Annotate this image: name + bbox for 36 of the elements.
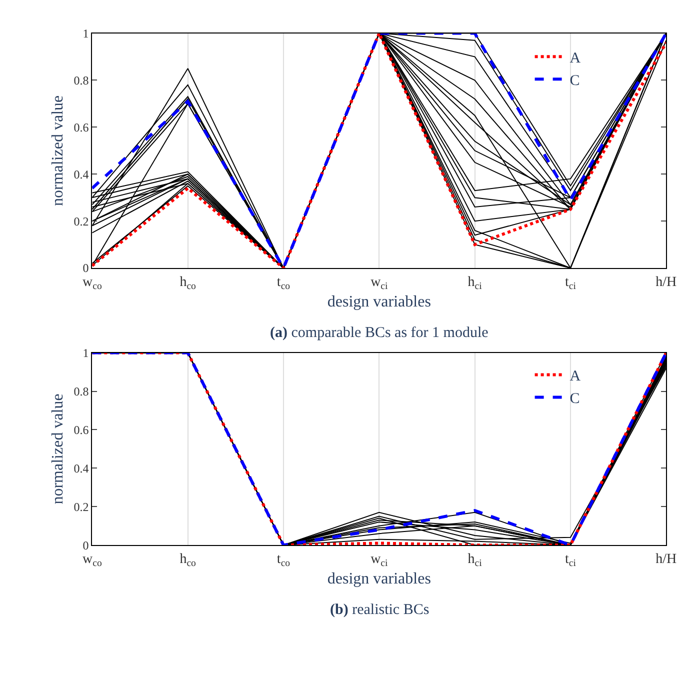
x-tick-label: t$_{co}$: [276, 274, 290, 292]
text: (a) comparable BCs as for 1 module: [270, 325, 489, 341]
y-tick-label: 1: [82, 26, 89, 40]
y-tick-label: 0.6: [74, 422, 89, 437]
y-axis-title: normalized value: [50, 95, 67, 206]
y-tick-label: 0: [82, 261, 89, 276]
x-tick-label: t$_{ci}$: [565, 552, 576, 569]
x-tick-label: h$_{ci}$: [468, 552, 482, 569]
y-tick-label: 0: [82, 538, 89, 552]
x-tick-label: w$_{co}$: [82, 552, 102, 569]
legend-label: A: [570, 368, 581, 385]
x-axis-title: design variables: [327, 293, 431, 310]
x-tick-label: h/H: [656, 274, 677, 290]
x-tick-label: t$_{ci}$: [565, 274, 576, 292]
y-tick-label: 0.8: [74, 73, 89, 88]
x-tick-label: w$_{ci}$: [370, 274, 388, 292]
text: (b) realistic BCs: [330, 602, 430, 618]
x-axis-title: design variables: [327, 570, 431, 588]
y-tick-label: 0.8: [74, 384, 89, 398]
x-tick-label: h$_{co}$: [180, 274, 196, 292]
x-tick-label: t$_{co}$: [276, 552, 290, 569]
x-tick-label: h/H: [656, 552, 677, 567]
y-tick-label: 0.6: [74, 120, 89, 134]
legend-label: C: [570, 391, 580, 408]
x-tick-label: h$_{ci}$: [468, 274, 482, 292]
y-axis-title: normalized value: [50, 394, 67, 504]
y-tick-label: 1: [82, 346, 89, 360]
y-tick-label: 0.2: [74, 500, 89, 514]
x-tick-label: w$_{ci}$: [370, 552, 388, 569]
legend-label: A: [570, 50, 581, 66]
x-tick-label: h$_{co}$: [180, 552, 196, 569]
y-tick-label: 0.2: [74, 214, 89, 228]
y-tick-label: 0.4: [74, 461, 89, 476]
y-tick-label: 0.4: [74, 167, 89, 182]
x-tick-label: w$_{co}$: [82, 274, 102, 292]
legend-label: C: [570, 72, 580, 89]
